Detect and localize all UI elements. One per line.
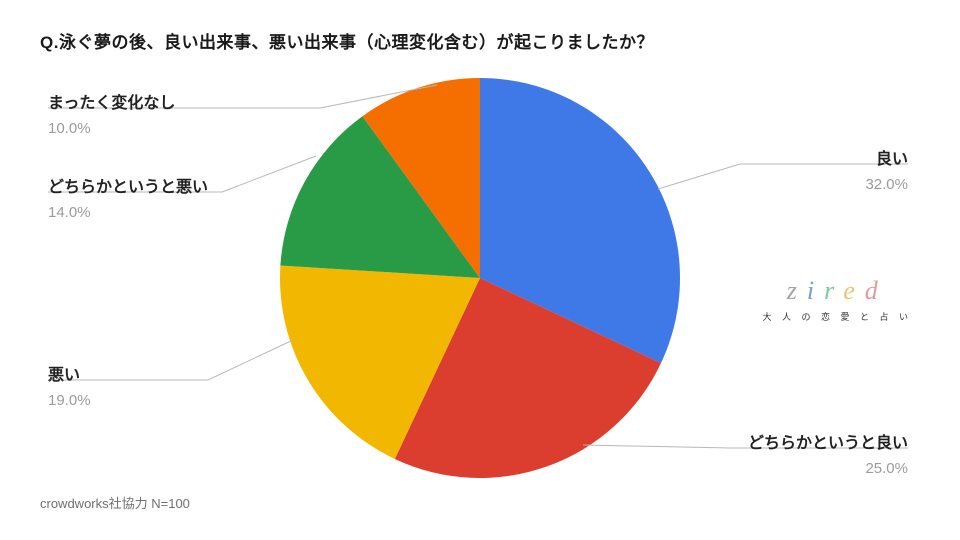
brand-letter: z bbox=[787, 276, 807, 305]
label-rather-bad-text: どちらかというと悪い bbox=[48, 179, 208, 196]
label-bad-text: 悪い bbox=[48, 367, 80, 384]
label-rather-good: どちらかというと良い 25.0% bbox=[748, 432, 908, 481]
pie-chart bbox=[280, 78, 680, 478]
label-good: 良い 32.0% bbox=[865, 148, 908, 197]
brand-letter: e bbox=[843, 276, 865, 305]
label-bad: 悪い 19.0% bbox=[48, 364, 91, 413]
label-good-text: 良い bbox=[876, 151, 908, 168]
label-rather-bad: どちらかというと悪い 14.0% bbox=[48, 176, 208, 225]
footer-note: crowdworks社協力 N=100 bbox=[40, 493, 190, 512]
label-rather-good-text: どちらかというと良い bbox=[748, 435, 908, 452]
label-no-change: まったく変化なし 10.0% bbox=[48, 92, 175, 141]
label-good-pct: 32.0% bbox=[865, 174, 908, 197]
brand-logo: zired 大 人 の 恋 愛 と 占 い bbox=[762, 278, 912, 323]
brand-letter: i bbox=[807, 276, 824, 305]
pie-svg bbox=[280, 78, 680, 478]
brand-tagline: 大 人 の 恋 愛 と 占 い bbox=[762, 310, 912, 323]
label-rather-bad-pct: 14.0% bbox=[48, 202, 208, 225]
brand-letter: r bbox=[824, 276, 843, 305]
brand-letter: d bbox=[865, 276, 888, 305]
label-no-change-pct: 10.0% bbox=[48, 118, 175, 141]
label-bad-pct: 19.0% bbox=[48, 390, 91, 413]
chart-title: Q.泳ぐ夢の後、良い出来事、悪い出来事（心理変化含む）が起こりましたか？ bbox=[40, 28, 654, 53]
label-rather-good-pct: 25.0% bbox=[748, 458, 908, 481]
brand-logo-text: zired bbox=[762, 278, 912, 304]
label-no-change-text: まったく変化なし bbox=[48, 95, 175, 112]
